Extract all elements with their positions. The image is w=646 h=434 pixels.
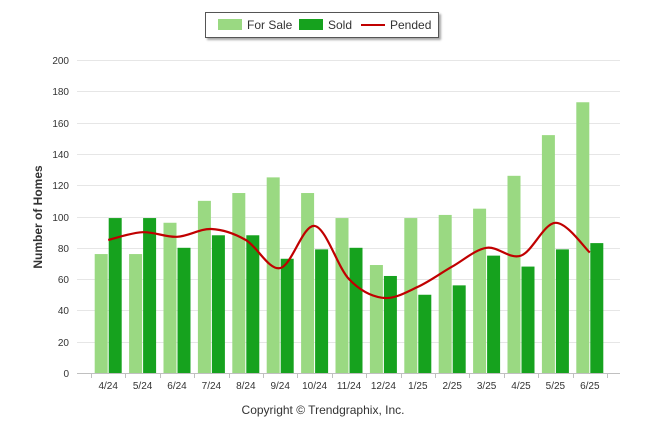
y-axis-title: Number of Homes bbox=[31, 165, 45, 269]
x-tick-label: 10/24 bbox=[302, 381, 327, 392]
x-tick-label: 3/25 bbox=[477, 381, 497, 392]
for-sale-bar bbox=[232, 193, 246, 373]
sold-bar bbox=[383, 275, 397, 373]
for-sale-bar bbox=[438, 214, 452, 373]
for-sale-bar bbox=[507, 175, 521, 373]
sold-bar bbox=[452, 285, 466, 373]
x-tick-label: 4/24 bbox=[98, 381, 118, 392]
for-sale-bar bbox=[266, 177, 280, 373]
axes: 0 20 40 60 80 100 120 140 160 180 200 4/24 5/24 6/24 7… bbox=[52, 56, 608, 392]
for-sale-swatch bbox=[218, 19, 242, 30]
legend-label-pended: Pended bbox=[390, 18, 432, 32]
for-sale-bar bbox=[404, 218, 418, 373]
bars bbox=[94, 102, 604, 373]
pended-line-layer bbox=[107, 221, 591, 300]
for-sale-bar bbox=[369, 265, 383, 373]
pended-swatch bbox=[361, 24, 385, 26]
y-tick-label: 0 bbox=[63, 369, 69, 380]
x-tick-label: 7/24 bbox=[202, 381, 222, 392]
sold-bar bbox=[349, 247, 363, 373]
sold-bar bbox=[211, 235, 225, 373]
x-tick-label: 2/25 bbox=[442, 381, 462, 392]
legend-item-sold[interactable]: Sold bbox=[299, 18, 352, 32]
sold-bar bbox=[590, 243, 604, 373]
y-tick-label: 200 bbox=[52, 56, 69, 67]
for-sale-bar bbox=[335, 218, 349, 373]
y-tick-label: 120 bbox=[52, 181, 69, 192]
legend-item-for-sale[interactable]: For Sale bbox=[218, 18, 292, 32]
for-sale-bar bbox=[541, 135, 555, 373]
x-tick-label: 5/24 bbox=[133, 381, 153, 392]
y-tick-label: 140 bbox=[52, 150, 69, 161]
x-tick-label: 1/25 bbox=[408, 381, 428, 392]
legend-item-pended[interactable]: Pended bbox=[361, 18, 431, 32]
for-sale-bar bbox=[94, 254, 108, 373]
for-sale-bar bbox=[129, 254, 143, 373]
sold-bar bbox=[555, 249, 569, 373]
for-sale-bar bbox=[163, 222, 177, 373]
sold-bar bbox=[246, 235, 260, 373]
y-tick-label: 60 bbox=[58, 275, 70, 286]
y-tick-label: 40 bbox=[58, 306, 70, 317]
sold-bar bbox=[177, 247, 191, 373]
sold-bar bbox=[280, 258, 294, 373]
sold-bar bbox=[521, 266, 535, 373]
legend-label-sold: Sold bbox=[328, 18, 353, 32]
x-tick-label: 9/24 bbox=[270, 381, 290, 392]
x-tick-label: 8/24 bbox=[236, 381, 256, 392]
y-tick-label: 180 bbox=[52, 87, 69, 98]
sold-bar bbox=[143, 218, 157, 373]
x-tick-label: 11/24 bbox=[337, 381, 362, 392]
x-tick-label: 6/24 bbox=[167, 381, 187, 392]
x-tick-label: 5/25 bbox=[546, 381, 566, 392]
x-tick-label: 4/25 bbox=[511, 381, 531, 392]
sold-bar bbox=[487, 255, 501, 373]
y-tick-label: 20 bbox=[58, 338, 70, 349]
y-tick-label: 100 bbox=[52, 213, 69, 224]
y-tick-label: 80 bbox=[58, 244, 70, 255]
x-tick-label: 6/25 bbox=[580, 381, 600, 392]
for-sale-bar bbox=[473, 208, 487, 373]
for-sale-bar bbox=[197, 200, 211, 373]
legend-label-for-sale: For Sale bbox=[247, 18, 293, 32]
y-tick-label: 160 bbox=[52, 119, 69, 130]
for-sale-bar bbox=[576, 102, 590, 373]
sold-swatch bbox=[299, 19, 323, 30]
sold-bar bbox=[418, 294, 432, 373]
sold-bar bbox=[108, 218, 122, 373]
sold-bar bbox=[315, 249, 329, 373]
copyright: Copyright © Trendgraphix, Inc. bbox=[241, 403, 405, 417]
legend: For Sale Sold Pended bbox=[205, 12, 439, 38]
x-tick-label: 12/24 bbox=[371, 381, 396, 392]
for-sale-bar bbox=[301, 193, 315, 373]
